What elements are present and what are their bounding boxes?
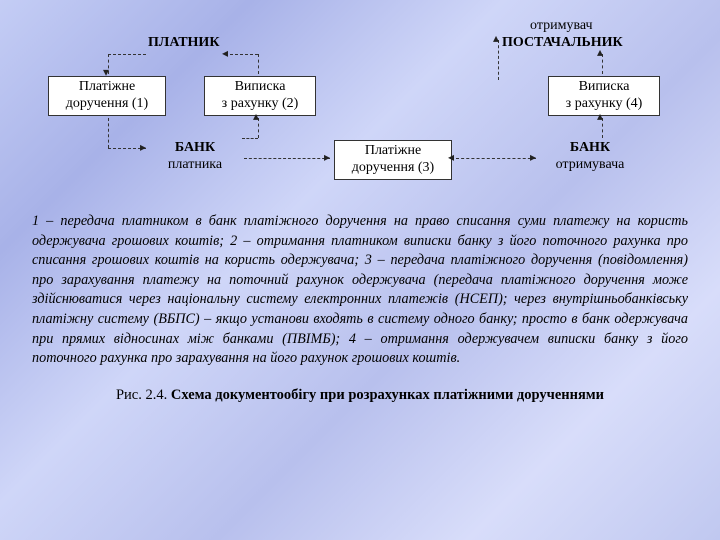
node-order3: Платіжнедоручення (3) <box>334 140 452 180</box>
arrow-6-head: ▴ <box>253 110 259 122</box>
node-recipient-line2: ПОСТАЧАЛЬНИК <box>502 35 623 52</box>
arrow-4-head: ▴ <box>597 46 603 58</box>
arrow-4b-head: ▴ <box>493 32 499 44</box>
arrow-7 <box>244 158 330 159</box>
node-payer-label: ПЛАТНИК <box>148 35 219 50</box>
arrow-6b <box>242 138 258 139</box>
arrow-9-head: ▴ <box>597 110 603 122</box>
node-stmt2: Виписказ рахунку (2) <box>204 76 316 116</box>
arrow-4b <box>498 40 499 80</box>
figure-caption: Рис. 2.4. Схема документообігу при розра… <box>0 377 720 404</box>
arrow-8-tail: ◂ <box>448 151 454 163</box>
arrow-2a <box>258 54 259 74</box>
arrow-1b <box>108 54 146 55</box>
description-text: 1 – передача платником в банк платіжного… <box>0 210 720 377</box>
arrow-8-head: ▸ <box>530 151 536 163</box>
arrow-5-head: ▸ <box>140 141 146 153</box>
caption-bold: Схема документообігу при розрахунках пла… <box>171 387 604 403</box>
arrow-2b <box>230 54 258 55</box>
arrow-1-head: ▾ <box>103 66 109 78</box>
node-bank-payer: БАНКплатника <box>150 140 240 174</box>
node-recipient-line1: отримувач <box>530 18 593 35</box>
description-content: 1 – передача платником в банк платіжного… <box>32 213 688 366</box>
arrow-8 <box>456 158 536 159</box>
arrow-7-head: ▸ <box>324 151 330 163</box>
arrow-5a <box>108 118 109 148</box>
arrow-2-head: ◂ <box>222 47 228 59</box>
node-bank-recv: БАНКотримувача <box>540 140 640 174</box>
node-payer: ПЛАТНИК <box>148 35 219 52</box>
caption-prefix: Рис. 2.4. <box>116 387 171 403</box>
node-recipient1-label: отримувач <box>530 18 593 33</box>
node-order1: Платіжнедоручення (1) <box>48 76 166 116</box>
node-recipient2-label: ПОСТАЧАЛЬНИК <box>502 35 623 50</box>
flow-diagram: ПЛАТНИК отримувач ПОСТАЧАЛЬНИК Платіжнед… <box>0 0 720 210</box>
node-stmt4: Виписказ рахунку (4) <box>548 76 660 116</box>
